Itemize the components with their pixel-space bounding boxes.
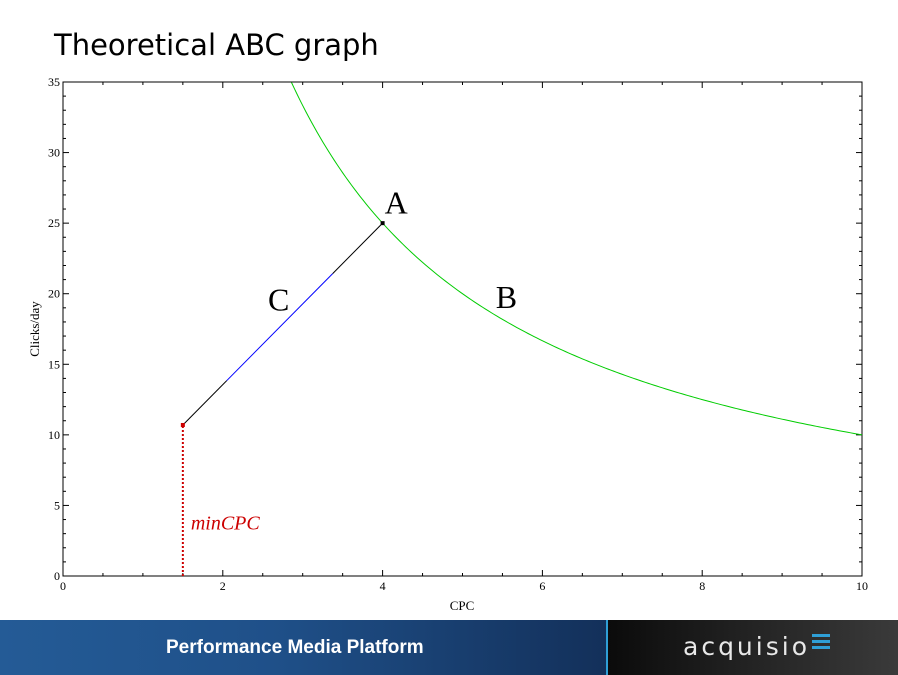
y-tick-label: 35 [48,75,60,89]
series-C-segment [332,222,383,274]
y-tick-label: 30 [48,146,60,160]
x-tick-label: 4 [380,579,386,593]
series-C-segment [182,380,228,426]
axis-tick-labels: 0 2 4 6 8 10 0 5 10 15 20 25 30 35 [48,75,868,593]
data-point [180,422,185,427]
series-layer [181,82,863,576]
series-C-segment [226,273,334,381]
footer: Performance Media Platform [0,620,898,675]
x-tick-label: 0 [60,579,66,593]
annotation-c: C [268,282,289,318]
menu-bars-icon [812,633,830,654]
x-axis-label: CPC [450,598,475,613]
logo-wordmark: acquisio [683,632,810,661]
footer-band [0,620,606,675]
acquisio-logo: acquisio [683,630,830,664]
y-tick-label: 15 [48,357,60,371]
y-tick-label: 0 [54,569,60,583]
y-tick-label: 10 [48,428,60,442]
annotation-b: B [496,279,517,315]
series-B-curve [291,82,863,436]
y-tick-label: 25 [48,216,60,230]
axis-ticks [62,81,863,577]
x-tick-label: 8 [699,579,705,593]
y-tick-label: 20 [48,287,60,301]
annotation-mincpc: minCPC [191,512,261,534]
slide-title: Theoretical ABC graph [54,28,379,62]
x-tick-label: 2 [220,579,226,593]
x-tick-label: 10 [856,579,868,593]
footer-logo-band [608,620,898,675]
footer-divider [606,620,608,675]
footer-tagline: Performance Media Platform [166,637,424,658]
x-tick-label: 6 [539,579,545,593]
y-tick-label: 5 [54,498,60,512]
points-layer [180,221,385,427]
data-point [380,221,385,226]
plot-frame [62,81,863,577]
y-axis-label: Clicks/day [27,301,42,357]
annotation-a: A [385,184,408,220]
